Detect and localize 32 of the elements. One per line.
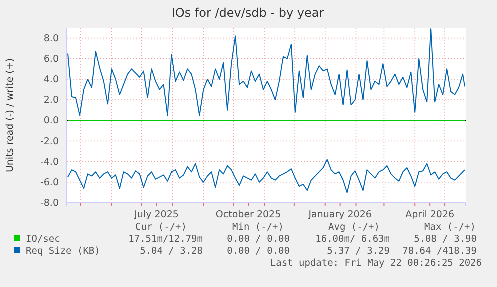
text: Cur (-/+) — [136, 222, 187, 233]
x-tick-label: April 2026 — [406, 210, 455, 221]
y-tick-label: 0.0 — [44, 116, 59, 127]
y-tick-label: 6.0 — [44, 54, 59, 65]
text: Max (-/+) — [424, 222, 476, 233]
y-tick-label: -6.0 — [40, 177, 59, 188]
y-tick-label: 8.0 — [44, 33, 59, 44]
text: Avg (-/+) — [328, 222, 380, 233]
chart-title: IOs for /dev/sdb - by year — [172, 6, 324, 20]
text: Last update: Fri May 22 00:26:25 2026 — [270, 258, 482, 269]
y-tick-label: 4.0 — [44, 74, 59, 86]
line-series — [68, 159, 466, 194]
text: 78.64 /418.39 — [402, 246, 478, 257]
text: 5.08 / 3.90 — [414, 234, 478, 245]
text: 5.37 / 3.29 — [327, 246, 390, 257]
y-axis-title: Units read (-) / write (+) — [5, 58, 16, 173]
text: 0.00 / 0.00 — [227, 234, 290, 245]
y-tick-label: -4.0 — [40, 156, 59, 168]
text: 16.00m/ 6.63m — [316, 234, 390, 245]
y-tick-label: 2.0 — [44, 95, 59, 106]
y-tick-label: -2.0 — [40, 136, 59, 148]
x-tick-label: January 2026 — [308, 210, 372, 221]
x-tick-label: October 2025 — [216, 210, 282, 221]
x-tick-label: July 2025 — [134, 210, 179, 221]
line-series — [68, 28, 466, 116]
text: Min (-/+) — [232, 222, 284, 233]
legend-label: Req Size (KB) — [26, 246, 100, 257]
text: 17.51m/12.79m — [128, 234, 204, 245]
text: 5.04 / 3.28 — [140, 246, 204, 257]
y-tick-label: -8.0 — [40, 198, 59, 210]
legend-label: IO/sec — [26, 234, 60, 245]
text: 0.00 / 0.00 — [227, 246, 290, 257]
